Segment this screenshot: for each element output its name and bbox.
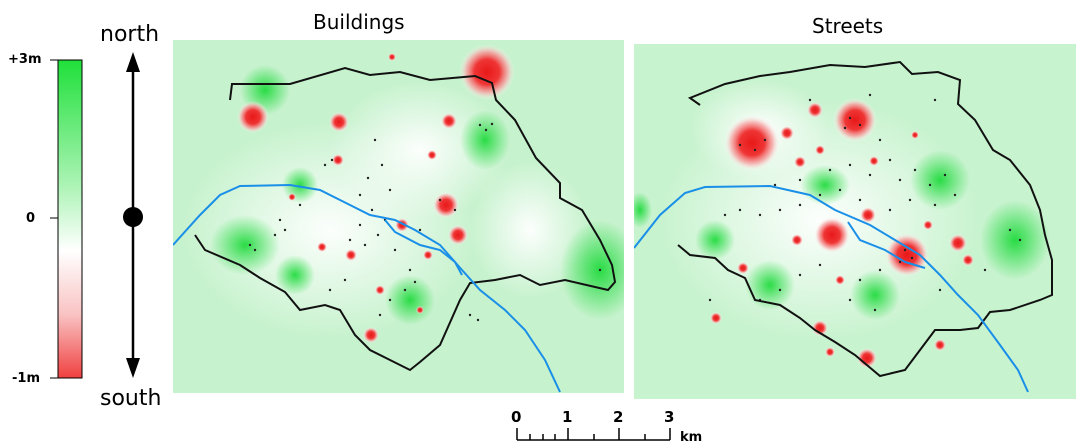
scale-tick-label: 1 <box>562 408 573 426</box>
north-south-arrow-icon <box>123 52 143 378</box>
scale-tick-label: 0 <box>511 408 522 426</box>
buildings-map <box>173 40 624 393</box>
streets-map <box>634 44 1076 399</box>
north-label: north <box>100 22 160 47</box>
scale-unit-label: km <box>680 430 703 445</box>
buildings-panel-title: Buildings <box>313 10 405 34</box>
colorbar <box>50 59 83 379</box>
south-label: south <box>100 386 162 411</box>
scale-tick-label: 3 <box>664 408 675 426</box>
scale-tick-label: 2 <box>613 408 624 426</box>
colorbar-top-label: +3m <box>8 52 42 67</box>
colorbar-mid-label: 0 <box>26 211 36 226</box>
colorbar-bottom-label: -1m <box>12 371 40 386</box>
scale-bar <box>516 428 671 441</box>
streets-panel-title: Streets <box>812 14 884 38</box>
